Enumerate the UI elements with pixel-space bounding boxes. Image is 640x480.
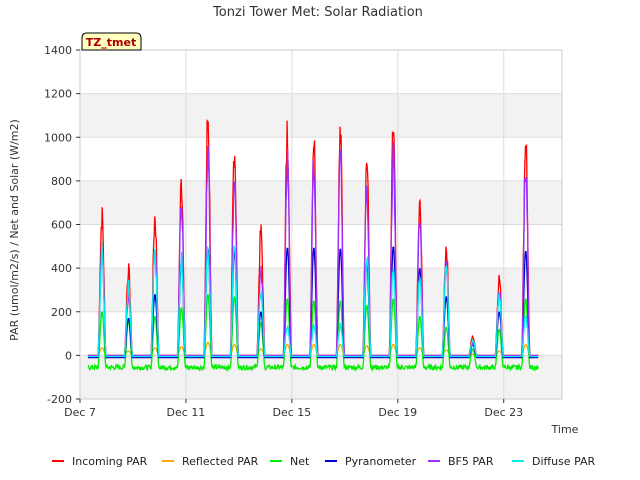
legend-label-diffuse-par: Diffuse PAR [532,455,596,468]
legend-label-net: Net [290,455,310,468]
series-line-net [87,294,539,373]
legend: Incoming PAR Reflected PAR Net Pyranometer B… [52,455,596,468]
chart-title: Tonzi Tower Met: Solar Radiation [212,5,423,20]
badge-label: TZ_tmet [86,36,136,49]
legend-label-incoming-par: Incoming PAR [72,455,148,468]
series-lines [87,118,539,373]
y-tick-label: 800 [51,175,72,188]
background-band [80,137,562,181]
plot-background-bands [80,50,562,399]
x-tick-label: Dec 15 [272,406,311,419]
background-band [80,311,562,356]
background-band [80,268,562,312]
x-axis-label: Time [551,423,579,436]
legend-label-bf5-par: BF5 PAR [448,455,494,468]
badge-background [81,32,142,51]
y-tick-label: 1400 [44,44,72,57]
y-tick-label: 600 [51,219,72,232]
y-tick-label: 200 [51,306,72,319]
legend-label-reflected-par: Reflected PAR [182,455,259,468]
y-tick-label: 1200 [44,88,72,101]
series-line-diffuse-par [87,241,539,358]
x-axis-ticks: Dec 7 Dec 11 Dec 15 Dec 19 Dec 23 [64,399,523,419]
x-tick-label: Dec 23 [484,406,523,419]
legend-label-pyranometer: Pyranometer [345,455,417,468]
y-tick-label: 1000 [44,131,72,144]
y-axis-ticks: -200 0 200 400 600 800 1000 1200 1400 [44,44,80,406]
background-band [80,93,562,138]
tz-tmet-badge: TZ_tmet [81,32,142,51]
series-line-bf5-par [87,141,539,357]
x-tick-label: Dec 11 [167,406,206,419]
y-tick-label: 400 [51,262,72,275]
background-band [80,355,562,399]
background-band [80,50,562,94]
background-band [80,224,562,269]
series-line-pyranometer [87,246,539,359]
y-tick-label: 0 [65,349,72,362]
y-tick-label: -200 [47,393,72,406]
background-band [80,180,562,225]
y-axis-label: PAR (umol/m2/s) / Net and Solar (W/m2) [8,119,21,341]
x-tick-label: Dec 19 [378,406,417,419]
x-tick-label: Dec 7 [64,406,96,419]
